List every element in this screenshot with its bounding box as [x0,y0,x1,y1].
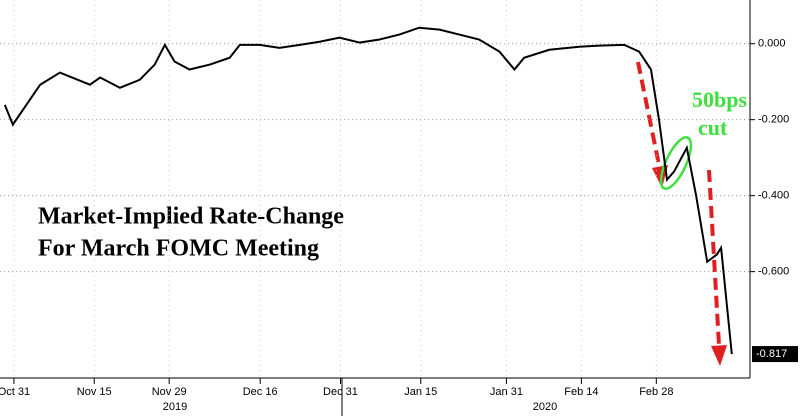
highlight [659,136,693,190]
last-value-box [752,346,798,363]
x-tick-label: Feb 14 [564,386,598,398]
y-tick-label: -0.200 [758,114,789,126]
arrows [636,61,721,346]
y-tick-label: 0.000 [758,38,786,50]
x-tick-label: Feb 28 [639,386,673,398]
y-tick-label: -0.400 [758,190,789,202]
last-value-label: -0.817 [756,348,787,360]
x-tick-label: Dec 16 [243,386,278,398]
year-label: 2019 [163,401,187,413]
x-tick-label: Jan 15 [404,386,437,398]
annotation: Market-Implied Rate-Change [38,204,344,230]
x-tick-label: Jan 31 [490,386,523,398]
y-tick-label: -0.600 [758,266,789,278]
line [3,26,733,355]
annotation: For March FOMC Meeting [38,236,319,262]
annotation: cut [698,115,728,140]
x-tick-label: Nov 15 [77,386,112,398]
annotation: 50bps [692,87,747,112]
x-tick-label: Oct 31 [0,386,30,398]
year-label: 2020 [533,401,557,413]
x-tick-label: Dec 31 [323,386,358,398]
x-tick-label: Nov 29 [152,386,187,398]
